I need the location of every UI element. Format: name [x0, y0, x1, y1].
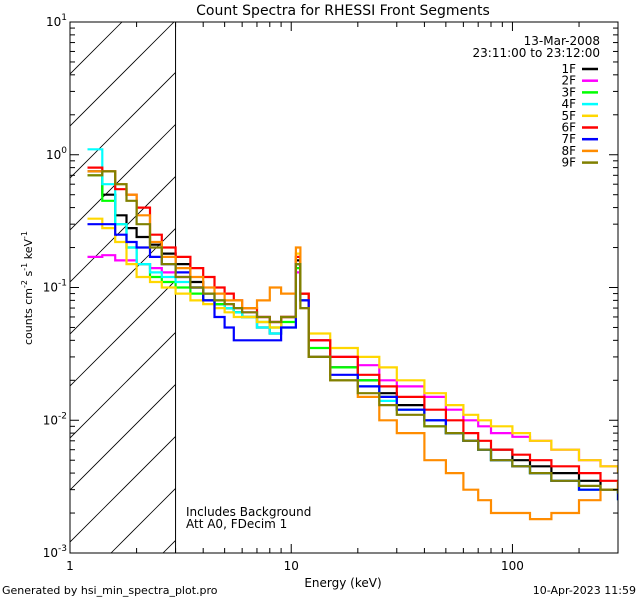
y-tick-label: 10-1 [43, 279, 67, 295]
chart-title: Count Spectra for RHESSI Front Segments [196, 3, 490, 19]
legend-label-7f: 7F [561, 132, 576, 146]
x-axis-label: Energy (keV) [304, 576, 381, 590]
legend-label-5f: 5F [561, 109, 576, 123]
y-tick-label: 10-2 [43, 411, 67, 427]
footer-generated-by: Generated by hsi_min_spectra_plot.pro [2, 584, 218, 597]
x-tick-label: 1 [66, 559, 74, 573]
y-tick-exponent: 0 [61, 146, 67, 156]
y-tick-exponent: -3 [58, 544, 67, 554]
hatch-line [70, 71, 176, 179]
y-tick-exponent: -2 [58, 411, 67, 421]
annotation-attenuator: Att A0, FDecim 1 [186, 517, 287, 531]
series-line-2f [87, 254, 618, 474]
legend-time-range: 23:11:00 to 23:12:00 [473, 46, 600, 60]
y-tick-base: 10 [46, 15, 61, 29]
y-tick-label: 100 [46, 146, 67, 162]
annotation-background: Includes Background [186, 505, 311, 519]
series-line-9f [87, 170, 618, 494]
legend-label-8f: 8F [561, 144, 576, 158]
y-tick-base: 10 [43, 546, 58, 560]
legend-label-1f: 1F [561, 62, 576, 76]
legend-label-3f: 3F [561, 85, 576, 99]
hatch-line [70, 227, 176, 335]
legend-date: 13-Mar-2008 [524, 34, 600, 48]
y-label-end: keV [22, 239, 35, 263]
hatch-line [70, 383, 176, 491]
series-line-4f [87, 148, 618, 501]
series-line-7f [87, 223, 618, 501]
y-tick-exponent: 1 [61, 13, 67, 23]
legend-label-9f: 9F [561, 156, 576, 170]
y-tick-base: 10 [43, 413, 58, 427]
y-tick-base: 10 [46, 148, 61, 162]
series-line-5f [87, 217, 618, 474]
y-axis-label: counts cm-2 s-1 keV-1 [20, 231, 35, 345]
y-tick-exponent: -1 [58, 279, 67, 289]
x-tick-label: 10 [284, 559, 299, 573]
y-label-mid: s [22, 270, 35, 279]
y-label-exp2: -1 [20, 263, 29, 271]
series-lines [87, 148, 618, 521]
legend-label-2f: 2F [561, 74, 576, 88]
y-label-exp3: -1 [20, 231, 29, 239]
y-tick-base: 10 [43, 281, 58, 295]
footer-timestamp: 10-Apr-2023 11:59 [532, 584, 636, 597]
hatch-line [70, 22, 175, 127]
y-tick-label: 10-3 [43, 544, 67, 560]
series-line-3f [87, 174, 618, 501]
y-tick-label: 101 [46, 13, 67, 29]
y-label-exp1: -2 [20, 280, 29, 288]
hatch-line [70, 435, 176, 543]
y-label-base: counts cm [22, 288, 35, 345]
legend-label-4f: 4F [561, 97, 576, 111]
legend-label-6f: 6F [561, 121, 576, 135]
x-tick-label: 100 [501, 559, 524, 573]
